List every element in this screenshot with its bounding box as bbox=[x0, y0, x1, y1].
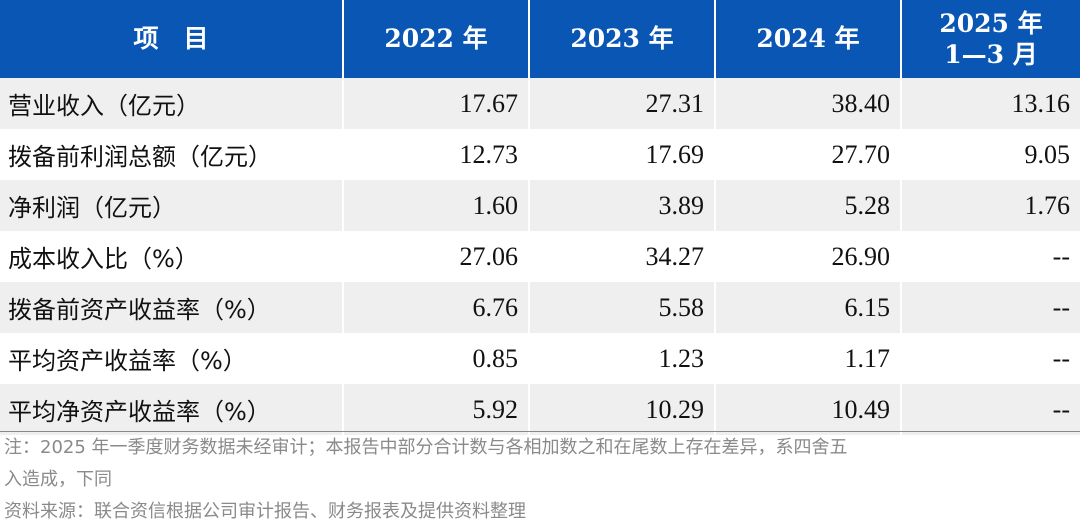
row-label: 平均净资产收益率（%） bbox=[0, 384, 344, 435]
header-2025-line2: 1—3 月 bbox=[944, 40, 1038, 69]
cell-2024: 5.28 bbox=[715, 180, 902, 231]
note-line-1: 注：2025 年一季度财务数据未经审计；本报告中部分合计数与各相加数之和在尾数上… bbox=[4, 437, 848, 458]
header-item: 项 目 bbox=[0, 0, 344, 78]
cell-2025: -- bbox=[1052, 241, 1070, 271]
cell-2024: 1.17 bbox=[715, 333, 902, 384]
cell-2025: 1.76 bbox=[1024, 190, 1071, 220]
header-2025-line1: 2025 年 bbox=[939, 8, 1043, 38]
row-label: 营业收入（亿元） bbox=[0, 78, 344, 129]
cell-2025: 9.05 bbox=[1024, 139, 1071, 169]
cell-2024: 38.40 bbox=[715, 78, 902, 129]
header-2025-q1: 2025 年 1—3 月 bbox=[901, 0, 1080, 78]
cell-2025: -- bbox=[1052, 292, 1070, 322]
cell-2022: 12.73 bbox=[343, 129, 530, 180]
cell-2023: 5.58 bbox=[529, 282, 716, 333]
table-row: 平均资产收益率（%） 0.85 1.23 1.17 -- bbox=[0, 333, 1080, 384]
cell-2024: 26.90 bbox=[715, 231, 902, 282]
table-row: 平均净资产收益率（%） 5.92 10.29 10.49 -- bbox=[0, 384, 1080, 435]
cell-2022: 17.67 bbox=[343, 78, 530, 129]
header-row: 项 目 2022 年 2023 年 2024 年 2025 年 1—3 月 bbox=[0, 0, 1080, 78]
row-label: 平均资产收益率（%） bbox=[0, 333, 344, 384]
cell-2025: -- bbox=[1052, 343, 1070, 373]
table-notes: 注：2025 年一季度财务数据未经审计；本报告中部分合计数与各相加数之和在尾数上… bbox=[0, 431, 1080, 528]
cell-2023: 1.23 bbox=[529, 333, 716, 384]
cell-2025: 13.16 bbox=[1011, 88, 1071, 118]
table-row: 营业收入（亿元） 17.67 27.31 38.40 13.16 bbox=[0, 78, 1080, 129]
table-header: 项 目 2022 年 2023 年 2024 年 2025 年 1—3 月 bbox=[0, 0, 1080, 78]
row-label: 拨备前利润总额（亿元） bbox=[0, 129, 344, 180]
cell-2022: 6.76 bbox=[343, 282, 530, 333]
table-row: 拨备前资产收益率（%） 6.76 5.58 6.15 -- bbox=[0, 282, 1080, 333]
table-body: 营业收入（亿元） 17.67 27.31 38.40 13.16 拨备前利润总额… bbox=[0, 78, 1080, 435]
cell-2024: 27.70 bbox=[715, 129, 902, 180]
row-label: 拨备前资产收益率（%） bbox=[0, 282, 344, 333]
cell-2022: 5.92 bbox=[343, 384, 530, 435]
cell-2023: 10.29 bbox=[529, 384, 716, 435]
table-row: 净利润（亿元） 1.60 3.89 5.28 1.76 bbox=[0, 180, 1080, 231]
cell-2023: 3.89 bbox=[529, 180, 716, 231]
header-2022: 2022 年 bbox=[343, 0, 530, 78]
cell-2024: 10.49 bbox=[715, 384, 902, 435]
cell-2023: 34.27 bbox=[529, 231, 716, 282]
cell-2024: 6.15 bbox=[715, 282, 902, 333]
cell-2023: 17.69 bbox=[529, 129, 716, 180]
table-row: 拨备前利润总额（亿元） 12.73 17.69 27.70 9.05 bbox=[0, 129, 1080, 180]
header-2023: 2023 年 bbox=[529, 0, 716, 78]
financial-table: 项 目 2022 年 2023 年 2024 年 2025 年 1—3 月 营业… bbox=[0, 0, 1080, 435]
cell-2022: 27.06 bbox=[343, 231, 530, 282]
row-label: 净利润（亿元） bbox=[0, 180, 344, 231]
source-note: 资料来源：联合资信根据公司审计报告、财务报表及提供资料整理 bbox=[4, 501, 526, 522]
cell-2022: 0.85 bbox=[343, 333, 530, 384]
table-row: 成本收入比（%） 27.06 34.27 26.90 -- bbox=[0, 231, 1080, 282]
header-2024: 2024 年 bbox=[715, 0, 902, 78]
cell-2022: 1.60 bbox=[343, 180, 530, 231]
cell-2025: -- bbox=[1052, 394, 1070, 424]
note-line-2: 入造成，下同 bbox=[4, 469, 112, 490]
row-label: 成本收入比（%） bbox=[0, 231, 344, 282]
cell-2023: 27.31 bbox=[529, 78, 716, 129]
